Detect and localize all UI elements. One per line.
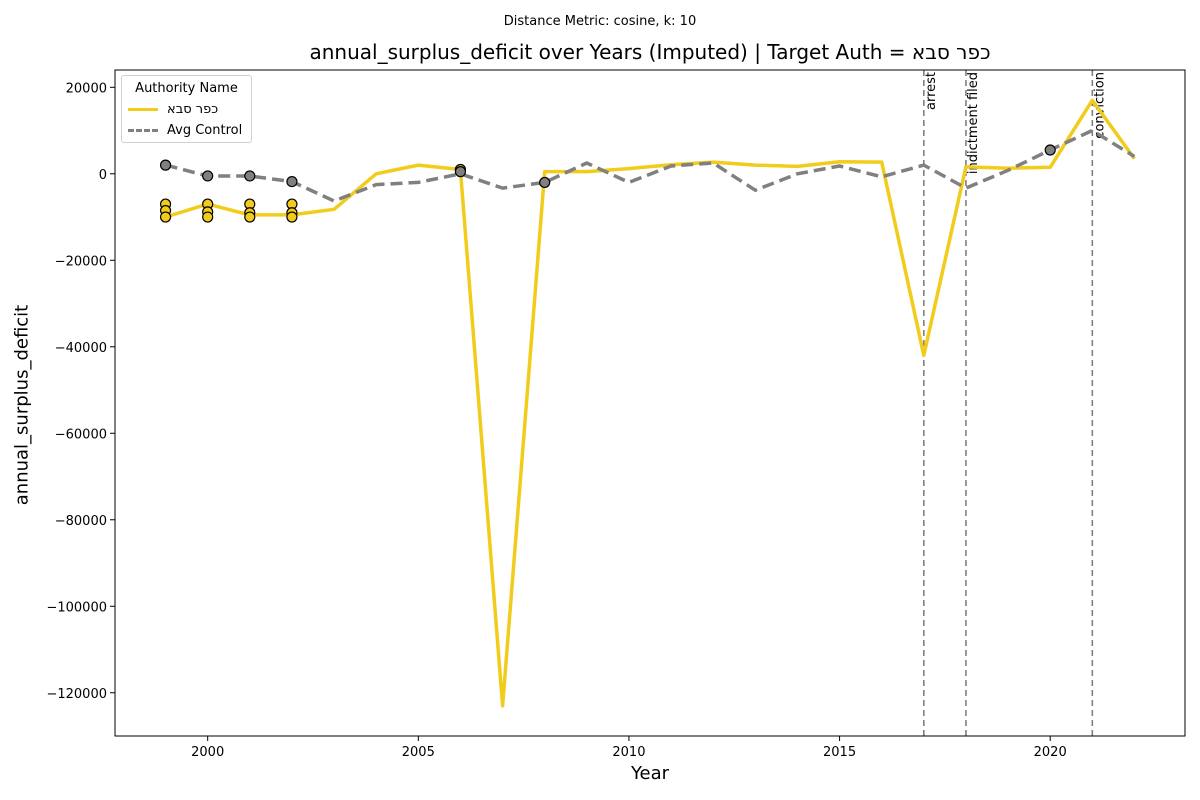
x-tick-label: 2015 — [823, 745, 856, 760]
y-tick-label: −40000 — [55, 341, 107, 356]
data-point — [202, 170, 214, 182]
legend-swatch-control — [128, 128, 158, 132]
data-point — [244, 211, 256, 223]
plot-frame — [114, 69, 1186, 737]
y-tick-label: −120000 — [46, 687, 107, 702]
y-tick-label: −80000 — [55, 514, 107, 529]
axis-ticks: 2000 2005 2010 2015 2020 20000 0 −20000 −40000 −6… — [46, 81, 1066, 760]
event-lines: arrest indictment filed conviction — [923, 70, 1107, 736]
data-point — [159, 211, 172, 223]
event-label: arrest — [924, 72, 939, 110]
data-point — [539, 176, 551, 189]
y-tick-label: −100000 — [46, 600, 107, 615]
data-point — [202, 211, 214, 223]
event-label: indictment filed — [966, 72, 981, 174]
y-tick-label: 20000 — [66, 81, 107, 96]
y-tick-label: −20000 — [55, 254, 107, 269]
data-markers — [159, 144, 1056, 223]
series-line-control — [165, 128, 1136, 203]
data-point — [244, 170, 256, 182]
data-point — [454, 166, 467, 178]
data-point — [286, 211, 298, 223]
series-lines — [165, 98, 1136, 708]
x-tick-label: 2000 — [191, 745, 224, 760]
legend-title: Authority Name — [135, 81, 238, 96]
x-axis-label: Year — [630, 763, 670, 784]
chart-title: annual_surplus_deficit over Years (Imput… — [309, 40, 991, 64]
data-point — [1044, 144, 1056, 156]
legend-label-target: כפר סבא — [167, 101, 219, 117]
legend-swatch-target — [128, 107, 158, 111]
legend-item-target: כפר סבא — [128, 100, 218, 118]
x-tick-label: 2020 — [1034, 745, 1067, 760]
series-line-target — [165, 98, 1136, 708]
legend-item-control: Avg Control — [128, 121, 242, 139]
legend: Authority Name כפר סבא Avg Control — [121, 75, 252, 143]
x-tick-label: 2010 — [612, 745, 645, 760]
x-tick-label: 2005 — [402, 745, 435, 760]
legend-label-control: Avg Control — [167, 122, 243, 138]
data-point — [286, 175, 298, 188]
event-label: conviction — [1092, 72, 1107, 139]
figure-suptitle: Distance Metric: cosine, k: 10 — [503, 14, 697, 29]
y-tick-label: −60000 — [55, 427, 107, 442]
y-tick-label: 0 — [99, 168, 107, 183]
data-point — [159, 159, 172, 171]
